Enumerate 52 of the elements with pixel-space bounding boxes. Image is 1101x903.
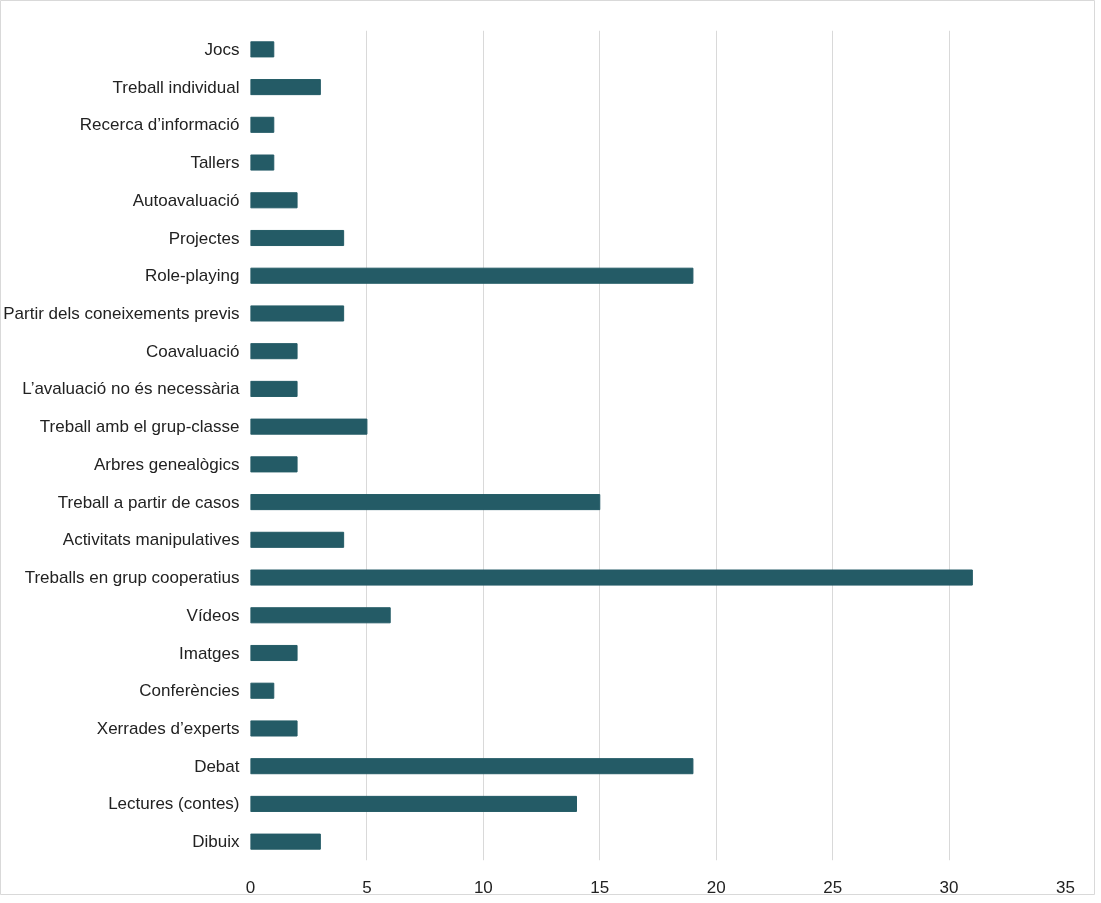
y-tick-label: Vídeos	[186, 605, 240, 625]
y-tick-label: Jocs	[204, 39, 240, 59]
y-tick-label: Dibuix	[192, 832, 240, 852]
bar	[250, 494, 601, 511]
bar	[250, 569, 973, 586]
bar	[250, 456, 298, 473]
x-tick-label: 15	[590, 877, 610, 897]
bar	[250, 833, 321, 850]
bar	[250, 305, 345, 322]
x-tick-label: 10	[473, 877, 493, 897]
bar	[250, 41, 275, 58]
y-tick-label: Role-playing	[145, 266, 240, 286]
bar	[250, 380, 298, 397]
y-tick-label: Coavaluació	[145, 341, 240, 361]
bar	[250, 682, 275, 699]
y-tick-label: Debat	[194, 756, 240, 776]
y-tick-label: Xerrades d’experts	[96, 718, 240, 738]
bar	[250, 229, 345, 247]
bar	[250, 79, 321, 96]
y-tick-label: Activitats manipulatives	[62, 530, 240, 550]
bar	[250, 192, 298, 209]
bar	[250, 795, 577, 812]
x-tick-label: 30	[939, 877, 959, 897]
bar	[250, 720, 298, 737]
x-tick-label: 20	[706, 877, 726, 897]
y-tick-label: Autoavaluació	[132, 190, 240, 210]
x-tick-label: 5	[362, 877, 372, 897]
y-tick-label: Conferències	[139, 681, 240, 701]
bar	[250, 116, 275, 133]
x-tick-label: 0	[245, 877, 256, 897]
y-tick-label: Tallers	[190, 153, 240, 173]
y-tick-label: Imatges	[179, 643, 240, 663]
y-tick-label: Arbres genealògics	[93, 454, 240, 474]
x-tick-label: 25	[823, 877, 843, 897]
bar	[250, 343, 298, 360]
y-tick-label: Lectures (contes)	[108, 794, 240, 814]
y-tick-label: Treballs en grup cooperatius	[24, 568, 240, 588]
y-tick-label: Projectes	[168, 228, 240, 248]
y-tick-label: Recerca d’informació	[79, 115, 240, 135]
y-tick-label: Treball a partir de casos	[57, 492, 240, 512]
bar	[250, 531, 345, 548]
y-tick-label: L’avaluació no és necessària	[22, 379, 241, 399]
bar	[250, 758, 694, 775]
y-tick-label: Treball amb el grup-classe	[39, 417, 240, 437]
bar	[250, 154, 275, 171]
bar	[250, 267, 694, 284]
y-tick-label: Partir dels coneixements previs	[3, 303, 240, 323]
bar	[250, 418, 368, 435]
y-tick-label: Treball individual	[112, 77, 240, 97]
bar	[250, 607, 391, 624]
bar	[250, 644, 298, 662]
x-tick-label: 35	[1056, 877, 1075, 897]
